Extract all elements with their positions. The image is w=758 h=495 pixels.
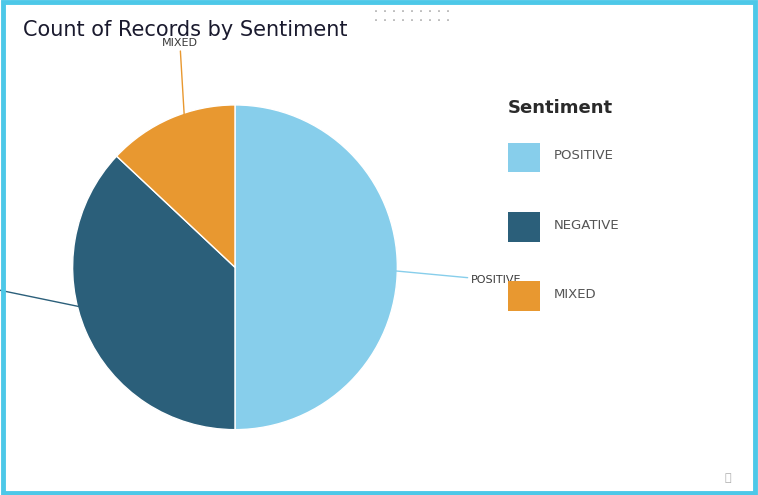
- Text: ·: ·: [418, 7, 424, 17]
- Text: ·: ·: [409, 7, 415, 17]
- Text: ·: ·: [381, 7, 387, 17]
- Text: MIXED: MIXED: [553, 288, 596, 301]
- Text: Sentiment: Sentiment: [508, 99, 613, 117]
- Wedge shape: [73, 156, 235, 430]
- Text: ·: ·: [399, 7, 406, 17]
- Text: ·: ·: [436, 16, 442, 26]
- Text: ·: ·: [418, 16, 424, 26]
- Text: ·: ·: [409, 16, 415, 26]
- Text: ·: ·: [381, 16, 387, 26]
- Text: 🖉: 🖉: [725, 473, 731, 483]
- Text: ·: ·: [399, 16, 406, 26]
- Text: ·: ·: [390, 16, 396, 26]
- Text: ·: ·: [445, 16, 451, 26]
- Text: POSITIVE: POSITIVE: [357, 267, 521, 285]
- Text: ·: ·: [427, 16, 433, 26]
- Text: ·: ·: [372, 7, 378, 17]
- Text: ·: ·: [436, 7, 442, 17]
- Text: NEGATIVE: NEGATIVE: [553, 219, 619, 232]
- Wedge shape: [117, 105, 235, 267]
- Text: POSITIVE: POSITIVE: [553, 149, 613, 162]
- Text: MIXED: MIXED: [162, 38, 198, 155]
- Text: ·: ·: [445, 7, 451, 17]
- Text: NEGATIVE: NEGATIVE: [0, 270, 124, 316]
- Wedge shape: [235, 105, 397, 430]
- Text: ·: ·: [427, 7, 433, 17]
- Text: ·: ·: [390, 7, 396, 17]
- Text: Count of Records by Sentiment: Count of Records by Sentiment: [23, 20, 347, 40]
- Text: ·: ·: [372, 16, 378, 26]
